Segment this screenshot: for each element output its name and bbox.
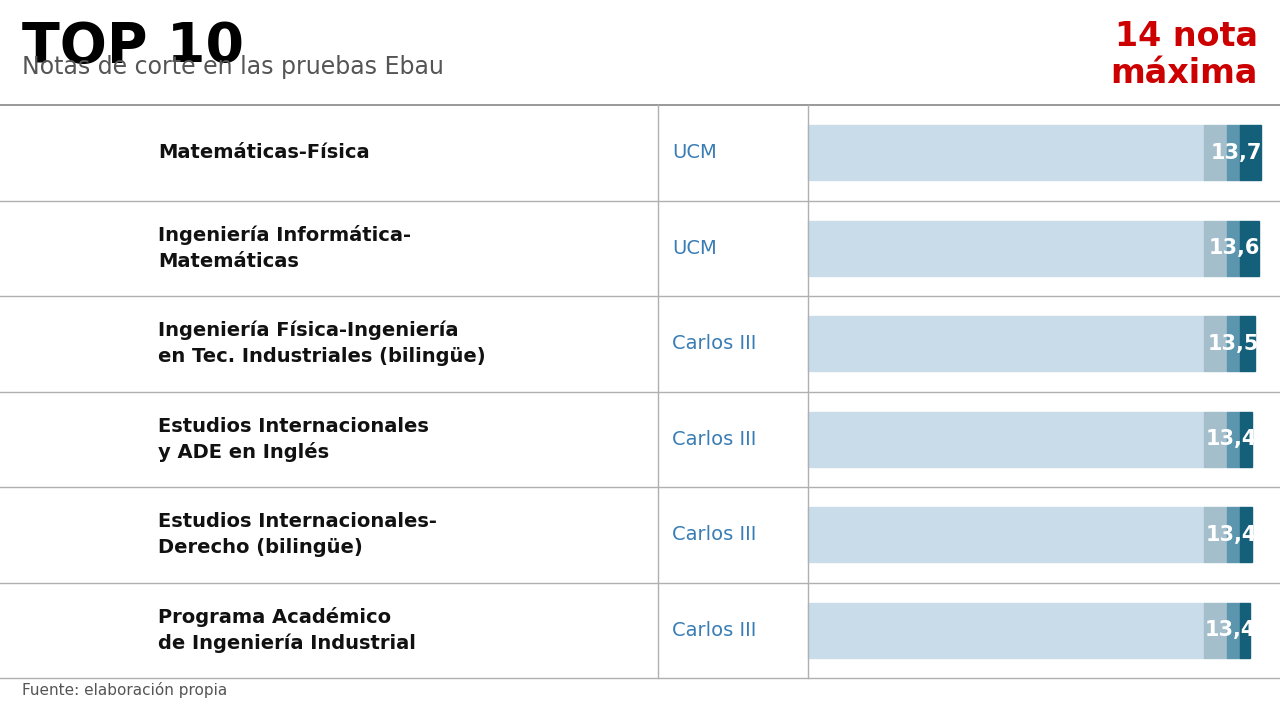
Bar: [1204, 507, 1228, 562]
Bar: [1240, 125, 1261, 181]
Bar: [1240, 412, 1252, 467]
Text: Programa Académico: Programa Académico: [157, 607, 392, 627]
Text: máxima: máxima: [1111, 57, 1258, 90]
Bar: [808, 507, 1204, 562]
Text: Estudios Internacionales: Estudios Internacionales: [157, 417, 429, 436]
Bar: [808, 316, 1204, 372]
Text: en Tec. Industriales (bilingüe): en Tec. Industriales (bilingüe): [157, 347, 485, 366]
Text: Notas de corte en las pruebas Ebau: Notas de corte en las pruebas Ebau: [22, 55, 444, 79]
Text: Carlos III: Carlos III: [672, 334, 756, 354]
Text: 13,655: 13,655: [1210, 238, 1280, 258]
Bar: [808, 603, 1204, 658]
Bar: [1204, 220, 1228, 276]
Text: Ingeniería Informática-: Ingeniería Informática-: [157, 225, 411, 246]
Text: Carlos III: Carlos III: [672, 621, 756, 640]
Bar: [1240, 316, 1254, 372]
Text: TOP 10: TOP 10: [22, 20, 244, 74]
Bar: [1240, 507, 1252, 562]
Text: 13,456: 13,456: [1206, 525, 1280, 545]
Text: UCM: UCM: [672, 143, 717, 162]
Bar: [1204, 412, 1228, 467]
Bar: [1240, 603, 1251, 658]
Bar: [1204, 125, 1228, 181]
Text: Derecho (bilingüe): Derecho (bilingüe): [157, 539, 362, 557]
Bar: [1228, 412, 1240, 467]
Text: Matemáticas-Física: Matemáticas-Física: [157, 143, 370, 162]
Text: y ADE en Inglés: y ADE en Inglés: [157, 442, 329, 462]
Text: 13,725: 13,725: [1211, 143, 1280, 163]
Bar: [808, 125, 1204, 181]
Text: Carlos III: Carlos III: [672, 430, 756, 449]
Text: 13,541: 13,541: [1207, 334, 1280, 354]
Text: Fuente: elaboración propia: Fuente: elaboración propia: [22, 682, 228, 698]
Text: 14 nota: 14 nota: [1115, 20, 1258, 53]
Bar: [1228, 507, 1240, 562]
Text: UCM: UCM: [672, 239, 717, 258]
Bar: [1204, 603, 1228, 658]
Text: Ingeniería Física-Ingeniería: Ingeniería Física-Ingeniería: [157, 321, 458, 341]
Bar: [1228, 125, 1240, 181]
Bar: [1240, 220, 1258, 276]
Bar: [1228, 220, 1240, 276]
Bar: [1228, 603, 1240, 658]
Bar: [1228, 316, 1240, 372]
Bar: [1204, 316, 1228, 372]
Bar: [808, 412, 1204, 467]
Text: 13,468: 13,468: [1206, 429, 1280, 449]
Text: Matemáticas: Matemáticas: [157, 252, 298, 271]
Text: 13,407: 13,407: [1206, 620, 1280, 640]
Text: Carlos III: Carlos III: [672, 526, 756, 544]
Text: Estudios Internacionales-: Estudios Internacionales-: [157, 512, 436, 531]
Text: de Ingeniería Industrial: de Ingeniería Industrial: [157, 634, 416, 653]
Bar: [808, 220, 1204, 276]
